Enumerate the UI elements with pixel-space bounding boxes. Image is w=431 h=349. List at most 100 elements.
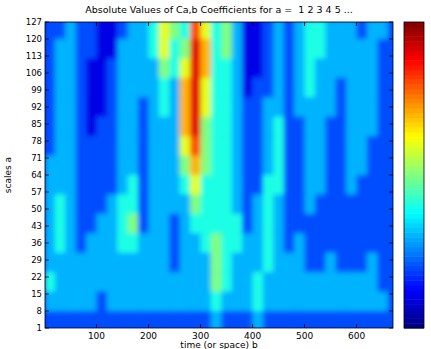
cell bbox=[128, 156, 139, 176]
cell bbox=[107, 117, 118, 137]
cell bbox=[263, 214, 274, 234]
cell bbox=[180, 272, 191, 292]
cell bbox=[190, 292, 201, 312]
cell bbox=[336, 58, 347, 78]
cell bbox=[96, 39, 107, 59]
cell bbox=[253, 272, 264, 292]
cell bbox=[325, 292, 336, 312]
cell bbox=[190, 214, 201, 234]
cell bbox=[325, 58, 336, 78]
cell bbox=[242, 311, 253, 328]
cell bbox=[149, 97, 160, 117]
cell bbox=[96, 156, 107, 176]
cell bbox=[128, 194, 139, 214]
cell bbox=[284, 136, 295, 156]
plot-background bbox=[45, 22, 393, 328]
cell bbox=[159, 156, 170, 176]
colorbar-step bbox=[404, 256, 424, 261]
cell bbox=[232, 214, 243, 234]
y-tick bbox=[389, 22, 393, 23]
colorbar-step bbox=[404, 314, 424, 319]
x-tick bbox=[252, 22, 253, 26]
colorbar-step bbox=[404, 65, 424, 70]
cell bbox=[315, 58, 326, 78]
cell bbox=[294, 22, 305, 40]
cell bbox=[117, 292, 128, 312]
colorbar-step bbox=[404, 84, 424, 89]
cell bbox=[325, 136, 336, 156]
cell bbox=[65, 175, 76, 195]
cell bbox=[169, 39, 180, 59]
colorbar-step bbox=[404, 213, 424, 218]
cell bbox=[180, 58, 191, 78]
cell bbox=[159, 136, 170, 156]
cell bbox=[346, 233, 357, 253]
cell bbox=[55, 253, 66, 273]
cell bbox=[221, 117, 232, 137]
cell bbox=[253, 175, 264, 195]
cell bbox=[221, 97, 232, 117]
colorbar-step bbox=[404, 189, 424, 194]
cell bbox=[76, 311, 87, 328]
chart: 1002003004005006001815222936435057647178… bbox=[0, 0, 431, 349]
cell bbox=[159, 39, 170, 59]
cell bbox=[107, 156, 118, 176]
x-tick bbox=[96, 324, 97, 328]
cell bbox=[55, 78, 66, 98]
colorbar-step bbox=[404, 156, 424, 161]
colorbar-step bbox=[404, 204, 424, 209]
cell bbox=[242, 39, 253, 59]
colorbar-step bbox=[404, 280, 424, 285]
cell bbox=[117, 272, 128, 292]
cell bbox=[263, 58, 274, 78]
cell bbox=[65, 214, 76, 234]
cell bbox=[263, 272, 274, 292]
cell bbox=[336, 156, 347, 176]
cell bbox=[149, 58, 160, 78]
cell bbox=[367, 214, 378, 234]
y-tick bbox=[45, 192, 49, 193]
cell bbox=[357, 253, 368, 273]
cell bbox=[86, 194, 97, 214]
cell bbox=[336, 22, 347, 40]
cell bbox=[367, 97, 378, 117]
cell bbox=[315, 39, 326, 59]
cell bbox=[190, 117, 201, 137]
cell bbox=[284, 78, 295, 98]
colorbar-step bbox=[404, 127, 424, 132]
cell bbox=[273, 58, 284, 78]
cell bbox=[232, 97, 243, 117]
cell bbox=[55, 39, 66, 59]
y-tick bbox=[45, 328, 49, 329]
cell bbox=[367, 156, 378, 176]
cell bbox=[211, 175, 222, 195]
cell bbox=[357, 78, 368, 98]
cell bbox=[232, 272, 243, 292]
cell bbox=[138, 292, 149, 312]
cell bbox=[149, 136, 160, 156]
cell bbox=[190, 58, 201, 78]
cell bbox=[242, 214, 253, 234]
colorbar-step bbox=[404, 290, 424, 295]
cell bbox=[211, 78, 222, 98]
cell bbox=[117, 97, 128, 117]
cell bbox=[294, 58, 305, 78]
cell bbox=[367, 272, 378, 292]
cell bbox=[211, 292, 222, 312]
cell bbox=[76, 97, 87, 117]
cell bbox=[107, 97, 118, 117]
cell bbox=[159, 292, 170, 312]
cell bbox=[336, 311, 347, 328]
cell bbox=[117, 311, 128, 328]
x-tick bbox=[252, 324, 253, 328]
cell bbox=[388, 311, 393, 328]
cell bbox=[107, 136, 118, 156]
cell bbox=[190, 175, 201, 195]
cell bbox=[65, 78, 76, 98]
cell bbox=[86, 214, 97, 234]
cell bbox=[315, 292, 326, 312]
cell bbox=[253, 194, 264, 214]
cell bbox=[388, 156, 393, 176]
cell bbox=[325, 311, 336, 328]
cell bbox=[242, 78, 253, 98]
